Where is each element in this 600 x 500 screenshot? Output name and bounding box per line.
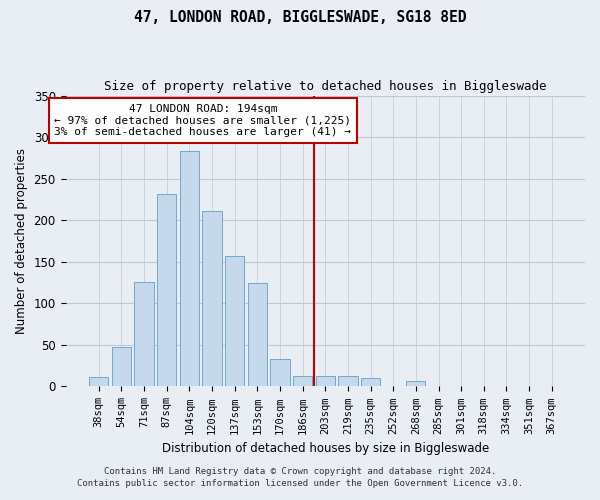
Text: Contains HM Land Registry data © Crown copyright and database right 2024.
Contai: Contains HM Land Registry data © Crown c… bbox=[77, 466, 523, 487]
Bar bbox=[225, 256, 244, 386]
Title: Size of property relative to detached houses in Biggleswade: Size of property relative to detached ho… bbox=[104, 80, 547, 93]
Bar bbox=[112, 346, 131, 387]
Bar bbox=[180, 151, 199, 386]
Bar bbox=[157, 194, 176, 386]
Bar bbox=[316, 376, 335, 386]
Bar bbox=[406, 382, 425, 386]
Bar bbox=[248, 282, 267, 387]
Bar bbox=[134, 282, 154, 387]
Bar bbox=[361, 378, 380, 386]
Y-axis label: Number of detached properties: Number of detached properties bbox=[15, 148, 28, 334]
Text: 47 LONDON ROAD: 194sqm
← 97% of detached houses are smaller (1,225)
3% of semi-d: 47 LONDON ROAD: 194sqm ← 97% of detached… bbox=[55, 104, 352, 137]
Bar bbox=[202, 211, 221, 386]
Bar bbox=[293, 376, 312, 386]
Bar bbox=[89, 378, 109, 386]
Bar bbox=[271, 359, 290, 386]
Text: 47, LONDON ROAD, BIGGLESWADE, SG18 8ED: 47, LONDON ROAD, BIGGLESWADE, SG18 8ED bbox=[134, 10, 466, 25]
Bar bbox=[338, 376, 358, 386]
X-axis label: Distribution of detached houses by size in Biggleswade: Distribution of detached houses by size … bbox=[161, 442, 489, 455]
